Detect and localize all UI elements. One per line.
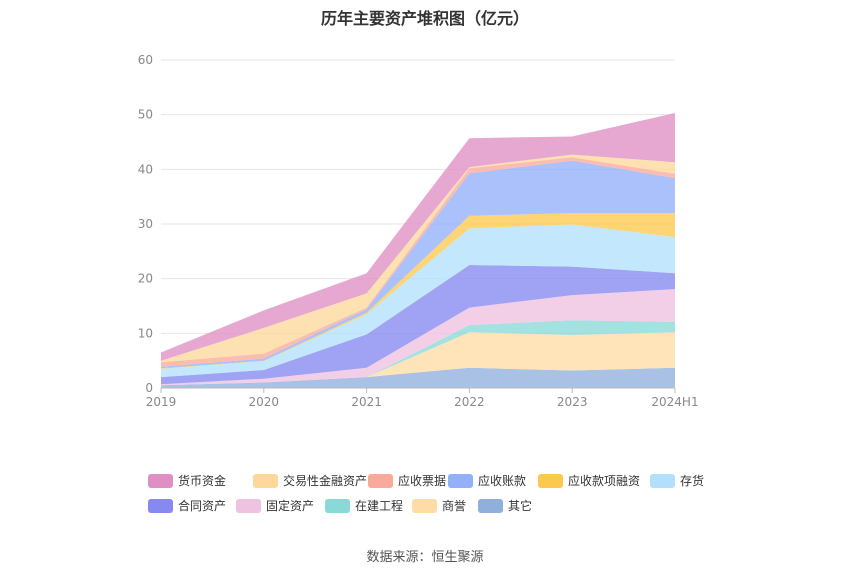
x-tick-label: 2021 xyxy=(351,395,382,409)
x-tick-label: 2024H1 xyxy=(651,395,698,409)
x-tick-label: 2023 xyxy=(557,395,588,409)
legend-label: 货币资金 xyxy=(178,474,227,488)
legend-label: 应收票据 xyxy=(398,474,447,488)
data-source: 数据来源：恒生聚源 xyxy=(366,550,484,565)
y-tick-label: 20 xyxy=(138,272,153,286)
legend-item[interactable]: 其它 xyxy=(478,497,532,514)
legend-label: 存货 xyxy=(680,474,705,488)
y-tick-label: 0 xyxy=(145,381,153,395)
legend-swatch xyxy=(236,498,261,513)
x-tick-label: 2022 xyxy=(454,395,485,409)
legend-label: 交易性金融资产 xyxy=(283,474,368,488)
legend-item[interactable]: 在建工程 xyxy=(325,497,403,514)
area-series xyxy=(161,113,675,388)
legend-swatch xyxy=(650,473,675,488)
area-series-band xyxy=(161,160,675,369)
legend-swatch xyxy=(148,473,173,488)
legend-item[interactable]: 应收账款 xyxy=(448,472,526,489)
legend-label: 固定资产 xyxy=(266,499,315,513)
legend-swatch xyxy=(538,473,563,488)
legend-item[interactable]: 商誉 xyxy=(412,497,466,514)
legend-item[interactable]: 固定资产 xyxy=(236,497,314,514)
legend-item[interactable]: 合同资产 xyxy=(148,497,226,514)
legend-label: 商誉 xyxy=(442,499,467,513)
chart-title: 历年主要资产堆积图（亿元） xyxy=(320,9,529,28)
legend-label: 应收款项融资 xyxy=(568,474,641,488)
area-series-band xyxy=(161,265,675,385)
legend-swatch xyxy=(448,473,473,488)
area-series-band xyxy=(161,367,675,388)
y-tick-label: 10 xyxy=(138,326,153,340)
legend-swatch xyxy=(368,473,393,488)
area-series-band xyxy=(161,332,675,386)
legend-swatch xyxy=(325,498,350,513)
legend-label: 应收账款 xyxy=(478,474,527,488)
area-series-band xyxy=(161,213,675,369)
y-axis: 0 10 20 30 40 50 60 xyxy=(138,53,153,395)
x-axis: 2019 2020 2021 2022 2023 2024H1 xyxy=(146,387,699,409)
x-tick-label: 2020 xyxy=(249,395,280,409)
legend-label: 在建工程 xyxy=(355,499,404,513)
x-tick-label: 2019 xyxy=(146,395,177,409)
legend-label: 其它 xyxy=(508,499,533,513)
legend-item[interactable]: 货币资金 xyxy=(148,472,226,489)
area-series-band xyxy=(161,289,675,386)
legend-swatch xyxy=(148,498,173,513)
legend-item[interactable]: 应收款项融资 xyxy=(538,472,640,489)
legend-item[interactable]: 存货 xyxy=(650,472,704,489)
y-tick-label: 30 xyxy=(138,217,153,231)
area-series-band xyxy=(161,224,675,378)
y-tick-label: 50 xyxy=(138,108,153,122)
area-series-band xyxy=(161,320,675,386)
legend-swatch xyxy=(478,498,503,513)
legend-item[interactable]: 应收票据 xyxy=(368,472,446,489)
y-tick-label: 40 xyxy=(138,162,153,176)
legend-item[interactable]: 交易性金融资产 xyxy=(253,472,367,489)
area-series-band xyxy=(161,113,675,361)
legend-label: 合同资产 xyxy=(178,499,227,513)
legend-swatch xyxy=(253,473,278,488)
y-tick-label: 60 xyxy=(138,53,153,67)
legend-swatch xyxy=(412,498,437,513)
